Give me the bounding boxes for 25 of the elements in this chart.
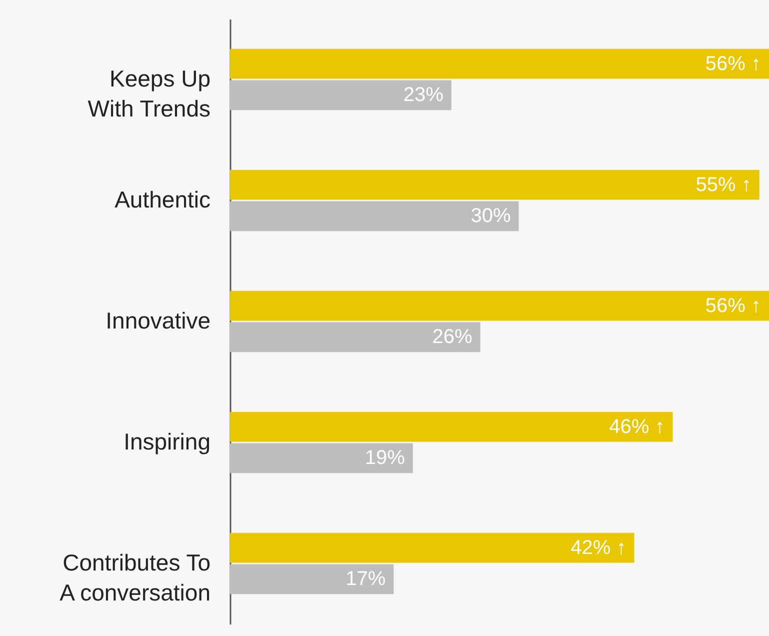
y-tick-label: Authentic	[114, 186, 210, 212]
data-label: 30%	[470, 205, 511, 228]
bar	[230, 564, 394, 594]
bar	[230, 532, 634, 563]
y-tick-label: Inspiring	[124, 428, 210, 454]
y-tick-label: Contributes To A conversation	[60, 550, 210, 606]
data-label: 46% ↑	[609, 416, 665, 438]
bar	[230, 443, 413, 474]
data-label: 56% ↑	[705, 52, 761, 75]
bar	[230, 80, 452, 110]
y-tick-label: Keeps Up With Trends	[88, 66, 210, 122]
bar	[230, 170, 760, 200]
data-label: 55% ↑	[696, 174, 752, 196]
bar	[230, 290, 769, 321]
y-tick-label: Innovative	[106, 308, 210, 334]
bar	[230, 201, 519, 232]
data-label: 17%	[346, 568, 386, 590]
bar	[230, 48, 769, 79]
data-label: 42% ↑	[570, 536, 626, 559]
data-label: 56% ↑	[705, 294, 761, 317]
bar	[230, 322, 480, 352]
bar	[230, 412, 673, 442]
data-label: 19%	[364, 447, 406, 470]
data-label: 26%	[432, 326, 472, 348]
data-label: 23%	[403, 84, 444, 106]
